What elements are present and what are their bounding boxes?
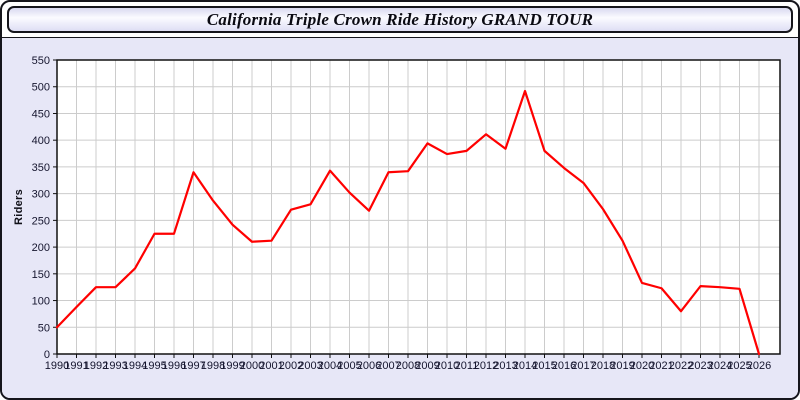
chart-svg: 1990199119921993199419951996199719981999…: [32, 55, 781, 372]
y-axis-label: Riders: [13, 188, 25, 226]
svg-text:2001: 2001: [259, 360, 283, 372]
svg-text:300: 300: [32, 189, 50, 201]
svg-text:0: 0: [44, 349, 50, 361]
svg-text:2005: 2005: [337, 360, 361, 372]
svg-text:2015: 2015: [532, 360, 556, 372]
svg-text:2017: 2017: [571, 360, 595, 372]
svg-text:200: 200: [32, 242, 50, 254]
svg-text:1995: 1995: [142, 360, 166, 372]
svg-text:2012: 2012: [474, 360, 498, 372]
svg-text:2020: 2020: [630, 360, 654, 372]
svg-text:2016: 2016: [552, 360, 576, 372]
svg-text:2000: 2000: [240, 360, 264, 372]
svg-text:1993: 1993: [103, 360, 127, 372]
svg-text:1990: 1990: [45, 360, 69, 372]
svg-text:2014: 2014: [513, 360, 537, 372]
svg-text:1997: 1997: [181, 360, 205, 372]
svg-text:2013: 2013: [493, 360, 517, 372]
svg-text:2007: 2007: [376, 360, 400, 372]
svg-text:350: 350: [32, 162, 50, 174]
chart-area: 1990 1991 1992 1993 1994 1995 1996 1997 1998 1999…: [2, 38, 798, 398]
svg-text:2019: 2019: [610, 360, 634, 372]
svg-text:2024: 2024: [708, 360, 732, 372]
svg-text:2008: 2008: [396, 360, 420, 372]
svg-text:500: 500: [32, 82, 50, 94]
svg-text:1999: 1999: [220, 360, 244, 372]
svg-text:2011: 2011: [455, 360, 479, 372]
svg-text:2022: 2022: [669, 360, 693, 372]
svg-text:1994: 1994: [123, 360, 147, 372]
svg-text:1992: 1992: [84, 360, 108, 372]
svg-text:50: 50: [38, 322, 50, 334]
chart-panel: 1990 1991 1992 1993 1994 1995 1996 1997 1998 1999…: [2, 37, 798, 398]
svg-text:1996: 1996: [162, 360, 186, 372]
svg-text:150: 150: [32, 269, 50, 281]
title-bar: California Triple Crown Ride History GRA…: [7, 6, 793, 33]
page-title: California Triple Crown Ride History GRA…: [206, 9, 594, 29]
svg-text:2004: 2004: [318, 360, 342, 372]
svg-text:2023: 2023: [688, 360, 712, 372]
svg-text:400: 400: [32, 135, 50, 147]
svg-text:550: 550: [32, 55, 50, 67]
svg-text:2021: 2021: [649, 360, 673, 372]
svg-text:2002: 2002: [279, 360, 303, 372]
svg-text:2025: 2025: [727, 360, 751, 372]
svg-text:450: 450: [32, 108, 50, 120]
svg-text:2003: 2003: [298, 360, 322, 372]
svg-text:2018: 2018: [591, 360, 615, 372]
svg-text:100: 100: [32, 296, 50, 308]
svg-text:2010: 2010: [435, 360, 459, 372]
svg-text:2006: 2006: [357, 360, 381, 372]
svg-text:2009: 2009: [415, 360, 439, 372]
svg-text:2026: 2026: [747, 360, 771, 372]
svg-text:250: 250: [32, 215, 50, 227]
svg-text:1991: 1991: [64, 360, 88, 372]
svg-text:1998: 1998: [201, 360, 225, 372]
